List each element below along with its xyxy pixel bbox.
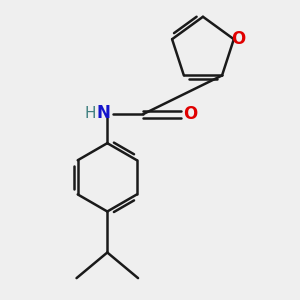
Text: O: O — [231, 29, 245, 47]
Text: N: N — [96, 104, 110, 122]
Text: O: O — [183, 105, 197, 123]
Text: H: H — [85, 106, 96, 121]
